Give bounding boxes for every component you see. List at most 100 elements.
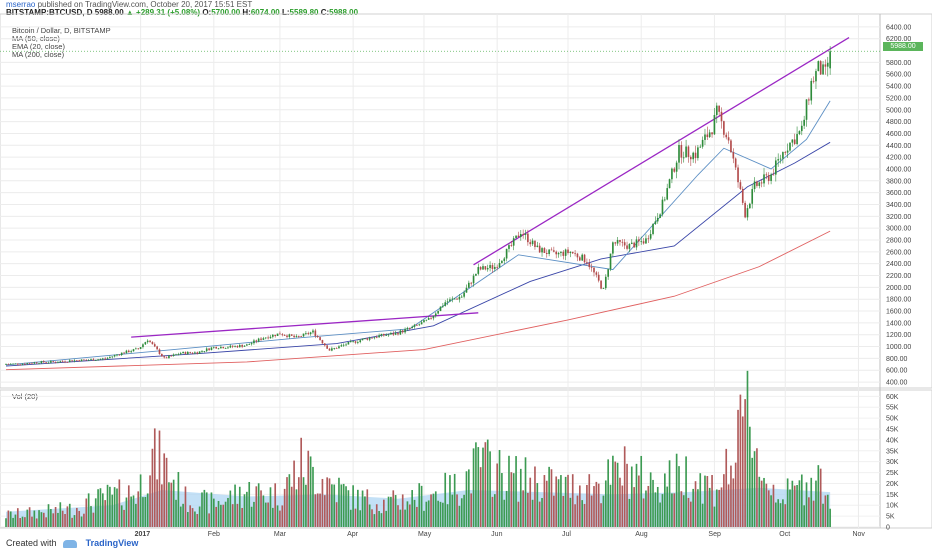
volume-bar — [524, 457, 527, 527]
footer-brand[interactable]: TradingView — [85, 538, 139, 548]
candle — [281, 334, 284, 336]
candle — [401, 330, 404, 333]
overlay-line — [5, 100, 831, 366]
volume-bar — [704, 475, 706, 527]
volume-bar — [61, 510, 64, 527]
volume-bar — [59, 502, 62, 527]
volume-bar — [54, 506, 57, 527]
candle — [191, 352, 194, 354]
volume-bar — [208, 513, 210, 527]
candle — [501, 260, 503, 263]
candle — [583, 254, 586, 263]
volume-bar — [829, 508, 831, 527]
candle — [597, 274, 600, 281]
candle — [335, 348, 338, 349]
candle — [567, 249, 569, 254]
volume-bar — [316, 493, 319, 527]
candle — [477, 267, 480, 274]
volume-bar — [323, 495, 326, 527]
candle — [737, 167, 739, 183]
volume-bar — [805, 482, 808, 527]
volume-bar — [222, 504, 225, 527]
volume-tick-label: 60K — [886, 394, 899, 401]
volume-bar — [668, 460, 671, 527]
candle — [463, 292, 465, 297]
candle — [619, 240, 621, 242]
volume-bar — [418, 483, 421, 527]
candle — [83, 359, 85, 361]
volume-bar — [187, 512, 189, 527]
volume-bar — [42, 512, 45, 527]
volume-bar — [449, 475, 451, 527]
volume-bar — [215, 506, 217, 527]
volume-bar — [274, 483, 277, 527]
candle — [118, 354, 121, 356]
volume-bar — [470, 493, 473, 527]
candle — [345, 344, 347, 346]
candle — [290, 334, 293, 336]
volume-bar — [614, 461, 617, 527]
volume-bar — [340, 484, 343, 527]
candle — [172, 354, 175, 356]
candle — [656, 217, 659, 222]
candle — [543, 248, 546, 253]
candle — [805, 99, 808, 120]
volume-bar — [493, 494, 496, 527]
volume-bar — [475, 442, 477, 527]
publish-line: mserrao published on TradingView.com, Oc… — [6, 0, 252, 9]
candle — [385, 335, 388, 336]
volume-bar — [550, 469, 553, 527]
candle — [486, 268, 489, 270]
volume-bar — [593, 486, 595, 527]
candle — [777, 159, 780, 161]
volume-bar — [715, 489, 718, 527]
candle — [536, 245, 539, 247]
volume-bar — [642, 498, 645, 527]
candle — [217, 348, 220, 350]
candle — [104, 358, 107, 360]
volume-bar — [590, 495, 593, 527]
volume-bar — [326, 477, 328, 527]
volume-bar — [101, 493, 104, 527]
open-label: O: — [202, 8, 212, 17]
candle — [482, 266, 484, 270]
volume-bar — [505, 490, 508, 527]
volume-bar — [744, 399, 746, 527]
author-name[interactable]: mserrao — [6, 0, 36, 9]
volume-bar — [253, 501, 255, 527]
volume-bar — [137, 491, 140, 527]
candle — [196, 352, 199, 354]
volume-bar — [257, 483, 260, 527]
candle — [595, 272, 598, 275]
volume-bar — [139, 474, 142, 527]
candle — [600, 280, 602, 289]
volume-bar — [231, 504, 234, 527]
volume-bar — [557, 479, 560, 527]
candle — [607, 269, 609, 277]
candle — [720, 111, 723, 122]
trendline — [473, 36, 850, 266]
volume-bar — [472, 448, 475, 527]
volume-bar — [250, 506, 253, 527]
volume-bar — [522, 490, 524, 527]
candle — [132, 349, 135, 352]
candle — [545, 252, 548, 255]
candle — [503, 258, 506, 261]
candle — [45, 362, 47, 364]
candle — [744, 202, 746, 218]
candle — [427, 317, 430, 320]
candle — [767, 175, 770, 181]
candle — [205, 348, 208, 352]
candle — [272, 334, 274, 337]
candle — [442, 305, 444, 307]
volume-bar — [264, 502, 267, 527]
volume-bar — [595, 481, 598, 527]
volume-bar — [399, 509, 402, 527]
volume-bar — [623, 446, 626, 527]
price-tick-label: 400.00 — [886, 380, 908, 387]
volume-bar — [335, 502, 338, 527]
price-tick-label: 6400.00 — [886, 24, 911, 31]
candle — [569, 251, 572, 254]
volume-bar — [118, 479, 121, 527]
